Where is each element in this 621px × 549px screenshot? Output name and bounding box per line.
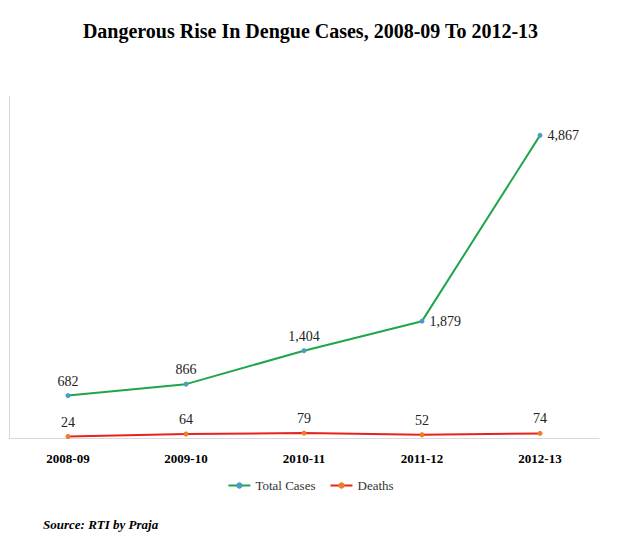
svg-text:2010-11: 2010-11 (283, 451, 326, 466)
svg-text:Source: RTI by Praja: Source: RTI by Praja (43, 517, 159, 532)
svg-text:2012-13: 2012-13 (518, 451, 562, 466)
svg-text:1,879: 1,879 (430, 314, 462, 329)
svg-text:52: 52 (415, 413, 429, 428)
svg-text:4,867: 4,867 (548, 128, 580, 143)
svg-text:866: 866 (176, 362, 197, 377)
svg-text:682: 682 (58, 374, 79, 389)
svg-text:2008-09: 2008-09 (46, 451, 90, 466)
svg-text:Total Cases: Total Cases (255, 478, 315, 493)
svg-text:24: 24 (61, 415, 75, 430)
svg-text:1,404: 1,404 (288, 329, 320, 344)
svg-text:2011-12: 2011-12 (401, 451, 444, 466)
svg-text:2009-10: 2009-10 (164, 451, 207, 466)
svg-text:74: 74 (533, 411, 547, 426)
svg-text:Dangerous Rise In Dengue Cases: Dangerous Rise In Dengue Cases, 2008-09 … (83, 20, 538, 43)
svg-text:79: 79 (297, 411, 311, 426)
svg-text:Deaths: Deaths (358, 478, 394, 493)
svg-text:64: 64 (179, 412, 193, 427)
